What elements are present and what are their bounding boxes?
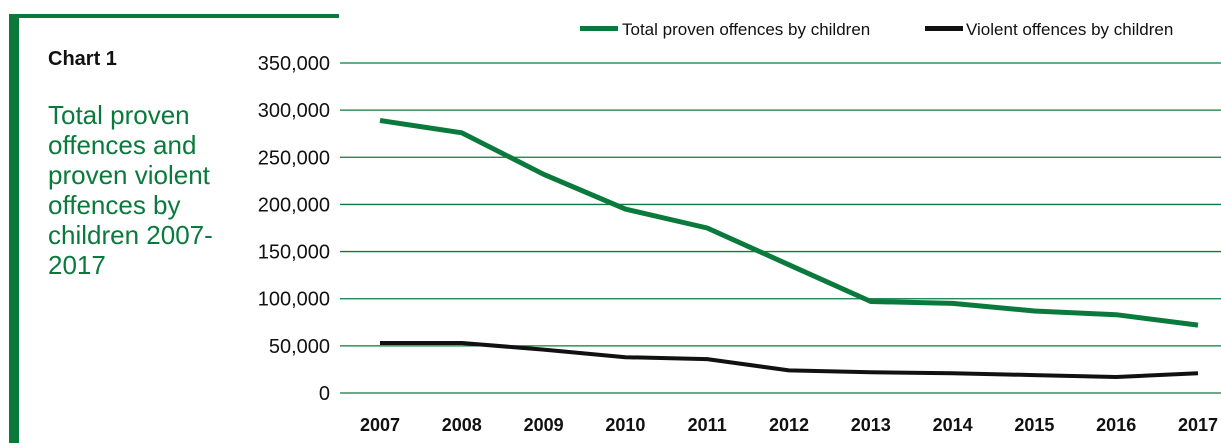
legend-item-total-label: Total proven offences by children [622, 20, 870, 39]
x-tick-label: 2009 [524, 415, 564, 435]
y-tick-label: 100,000 [258, 289, 330, 311]
x-tick-label: 2007 [360, 415, 400, 435]
y-tick-label: 300,000 [258, 100, 330, 122]
legend-item-violent-label: Violent offences by children [966, 20, 1173, 39]
chart-number-label: Chart 1 [48, 48, 117, 70]
left-accent-bar [9, 14, 19, 443]
x-tick-label: 2016 [1096, 415, 1136, 435]
series-line-violent [380, 341, 1199, 379]
legend-item-total-swatch [580, 26, 618, 31]
x-tick-label: 2014 [933, 415, 973, 435]
y-tick-label: 150,000 [258, 242, 330, 264]
x-tick-label: 2015 [1014, 415, 1054, 435]
x-tick-label: 2008 [442, 415, 482, 435]
x-tick-label: 2012 [769, 415, 809, 435]
y-tick-label: 200,000 [258, 194, 330, 216]
x-tick-label: 2011 [688, 415, 727, 435]
y-tick-label: 350,000 [258, 53, 330, 75]
top-accent-rule [9, 14, 339, 18]
y-tick-label: 50,000 [269, 336, 330, 358]
x-tick-label: 2017 [1178, 415, 1218, 435]
y-tick-label: 0 [319, 383, 330, 405]
y-tick-label: 250,000 [258, 147, 330, 169]
chart-title: Total proven offences and proven violent… [48, 100, 213, 280]
legend-item-violent-swatch [925, 26, 963, 31]
x-tick-label: 2013 [851, 415, 891, 435]
x-tick-label: 2010 [605, 415, 645, 435]
series-line-total [379, 118, 1199, 328]
